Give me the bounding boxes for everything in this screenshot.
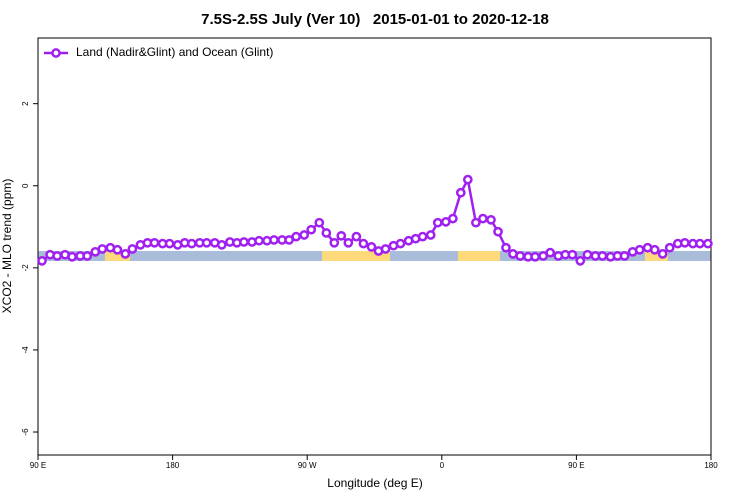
- data-point: [664, 242, 675, 253]
- land-band: [105, 251, 130, 261]
- data-point: [395, 238, 406, 249]
- x-tick-label: 180: [704, 461, 718, 470]
- data-point: [455, 187, 466, 198]
- data-point: [695, 238, 705, 249]
- x-tick-label: 180: [166, 461, 180, 470]
- chart-title: 7.5S-2.5S July (Ver 10) 2015-01-01 to 20…: [201, 11, 549, 28]
- data-point: [127, 244, 138, 254]
- data-point: [52, 251, 62, 261]
- land-band: [645, 251, 668, 261]
- data-point: [120, 249, 131, 259]
- data-point: [291, 231, 301, 242]
- y-tick-label: 2: [21, 101, 30, 106]
- data-point: [380, 244, 391, 254]
- y-tick-label: -2: [21, 264, 30, 272]
- data-point: [582, 249, 593, 260]
- data-point: [306, 224, 317, 235]
- data-point: [269, 235, 279, 245]
- data-point: [351, 231, 362, 242]
- data-point: [471, 217, 481, 228]
- data-point: [619, 251, 630, 261]
- data-point: [343, 237, 354, 248]
- data-point: [314, 217, 325, 228]
- data-point: [37, 256, 47, 266]
- y-tick-label: -4: [21, 346, 30, 354]
- data-point: [149, 237, 160, 248]
- land-band: [458, 251, 500, 261]
- data-point: [501, 242, 511, 253]
- data-point: [703, 238, 713, 249]
- data-point: [634, 244, 645, 255]
- data-point: [486, 214, 496, 225]
- data-point: [239, 237, 249, 247]
- data-point: [336, 230, 347, 241]
- x-tick-label: 90 E: [568, 461, 584, 470]
- data-point: [657, 249, 668, 259]
- data-point: [575, 256, 586, 266]
- data-point: [679, 237, 690, 248]
- data-point: [448, 213, 458, 224]
- data-point: [417, 231, 428, 242]
- x-tick-label: 90 W: [298, 461, 317, 470]
- data-point: [493, 226, 503, 237]
- data-point: [329, 237, 340, 248]
- land-band: [322, 251, 390, 261]
- data-point: [254, 235, 264, 246]
- y-tick-label: -6: [21, 428, 30, 436]
- data-point: [201, 237, 212, 248]
- y-tick-label: 0: [21, 183, 30, 188]
- x-tick-label: 0: [440, 461, 445, 470]
- ocean-band: [668, 251, 711, 261]
- ocean-band: [390, 251, 458, 261]
- data-point: [186, 238, 197, 249]
- data-point: [164, 238, 175, 249]
- x-tick-label: 90 E: [30, 461, 46, 470]
- legend-marker: [51, 48, 61, 58]
- ocean-band: [130, 251, 322, 261]
- legend-label: Land (Nadir&Glint) and Ocean (Glint): [76, 45, 273, 59]
- data-point: [515, 251, 526, 261]
- data-point: [299, 230, 310, 240]
- data-point: [432, 217, 443, 228]
- data-point: [545, 247, 556, 258]
- data-point: [462, 174, 473, 185]
- data-point: [67, 251, 77, 262]
- data-point: [366, 242, 377, 252]
- data-point: [112, 244, 123, 255]
- data-point: [530, 251, 540, 262]
- data-point: [82, 251, 93, 261]
- data-point: [567, 249, 578, 260]
- data-point: [358, 238, 369, 249]
- data-point: [321, 228, 332, 238]
- data-point: [649, 244, 660, 255]
- x-axis-label: Longitude (deg E): [327, 476, 422, 490]
- data-point: [97, 244, 108, 254]
- data-point: [597, 251, 608, 261]
- data-point: [425, 230, 436, 240]
- data-point: [216, 240, 227, 250]
- y-axis-label: XCO2 - MLO trend (ppm): [0, 179, 14, 314]
- data-point: [478, 213, 488, 224]
